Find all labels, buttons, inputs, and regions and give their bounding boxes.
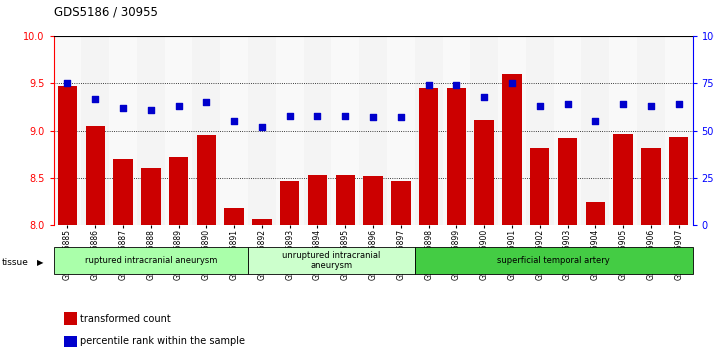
Text: unruptured intracranial
aneurysm: unruptured intracranial aneurysm	[282, 251, 381, 270]
Bar	[363, 176, 383, 225]
Bar	[303, 36, 331, 225]
Bar	[419, 88, 438, 225]
Point	[89, 96, 101, 102]
Bar	[553, 36, 581, 225]
Bar	[443, 36, 471, 225]
Bar	[641, 148, 660, 225]
Point	[284, 113, 296, 118]
Bar	[331, 36, 359, 225]
Bar	[276, 36, 303, 225]
Point	[645, 103, 657, 109]
Text: GDS5186 / 30955: GDS5186 / 30955	[54, 5, 157, 19]
Bar	[498, 36, 526, 225]
Point	[61, 81, 73, 86]
Bar	[558, 138, 578, 225]
Point	[562, 101, 573, 107]
Bar	[471, 36, 498, 225]
Bar	[193, 36, 220, 225]
Point	[423, 82, 434, 88]
Point	[256, 124, 268, 130]
Bar	[391, 181, 411, 225]
Bar	[248, 247, 415, 274]
Bar	[637, 36, 665, 225]
Bar	[530, 148, 550, 225]
Text: ▶: ▶	[37, 258, 44, 266]
Point	[117, 105, 129, 111]
Point	[201, 99, 212, 105]
Bar	[248, 36, 276, 225]
Bar	[359, 36, 387, 225]
Text: percentile rank within the sample: percentile rank within the sample	[80, 336, 245, 346]
Bar	[308, 175, 327, 225]
Point	[534, 103, 545, 109]
Point	[312, 113, 323, 118]
Bar	[86, 126, 105, 225]
Bar	[114, 159, 133, 225]
Bar	[613, 134, 633, 225]
Text: transformed count: transformed count	[80, 314, 171, 324]
Point	[173, 103, 184, 109]
Point	[395, 115, 406, 121]
Bar	[665, 36, 693, 225]
Point	[367, 115, 378, 121]
Bar	[502, 74, 522, 225]
Point	[618, 101, 629, 107]
Bar	[415, 247, 693, 274]
Bar	[581, 36, 609, 225]
Bar	[387, 36, 415, 225]
Bar	[669, 137, 688, 225]
Bar	[196, 135, 216, 225]
Point	[506, 81, 518, 86]
Bar	[109, 36, 137, 225]
Bar	[526, 36, 553, 225]
Text: ruptured intracranial aneurysm: ruptured intracranial aneurysm	[84, 256, 217, 265]
Text: tissue: tissue	[1, 258, 29, 266]
Bar	[224, 208, 244, 225]
Bar	[475, 120, 494, 225]
Bar	[81, 36, 109, 225]
Bar	[585, 203, 605, 225]
Bar	[220, 36, 248, 225]
Text: superficial temporal artery: superficial temporal artery	[497, 256, 610, 265]
Bar	[280, 181, 299, 225]
Point	[340, 113, 351, 118]
Bar	[141, 168, 161, 225]
Bar	[165, 36, 193, 225]
Point	[228, 118, 240, 124]
Bar	[415, 36, 443, 225]
Bar	[447, 88, 466, 225]
Point	[145, 107, 156, 113]
Bar	[58, 86, 77, 225]
Bar	[169, 157, 188, 225]
Bar	[137, 36, 165, 225]
Point	[590, 118, 601, 124]
Point	[478, 94, 490, 99]
Point	[451, 82, 462, 88]
Point	[673, 101, 685, 107]
Bar	[609, 36, 637, 225]
Bar	[336, 175, 355, 225]
Bar	[54, 247, 248, 274]
Bar	[54, 36, 81, 225]
Bar	[252, 219, 271, 225]
